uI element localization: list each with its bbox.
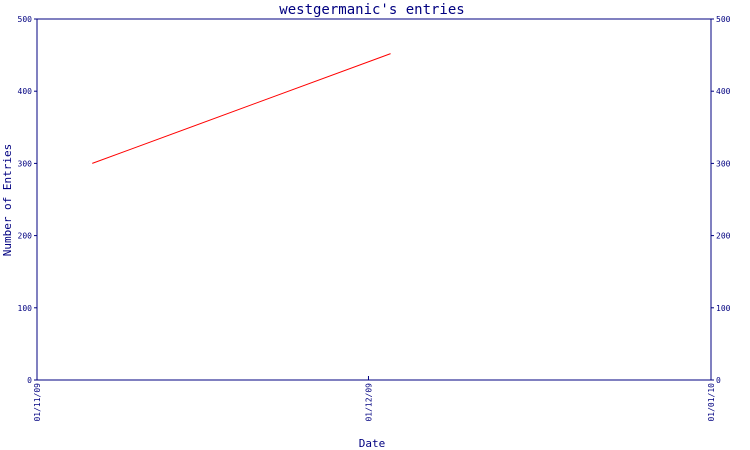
y-tick-label-left: 300 [18,159,33,168]
series-group [92,53,391,164]
series-line [92,53,391,164]
y-tick-label-right: 500 [716,15,731,24]
y-axis-right: 0 100 200 300 400 500 [711,15,731,385]
y-tick-label-left: 0 [27,376,32,385]
x-tick-label: 01/12/09 [364,383,373,422]
y-tick-label-left: 500 [18,15,33,24]
y-axis-label: Number of Entries [1,144,14,257]
y-tick-label-right: 100 [716,304,731,313]
plot-frame [36,18,712,381]
x-tick-label: 01/01/10 [707,383,716,422]
y-tick-label-right: 200 [716,232,731,241]
y-tick-label-left: 400 [18,87,33,96]
y-tick-label-right: 400 [716,87,731,96]
y-axis-left: 0 100 200 300 400 500 [18,15,37,385]
x-axis: 01/11/09 01/12/09 01/01/10 [33,376,716,422]
x-tick-label: 01/11/09 [33,383,42,422]
x-axis-label: Date [359,437,386,450]
y-tick-label-left: 100 [18,304,33,313]
y-tick-label-left: 200 [18,232,33,241]
y-tick-label-right: 0 [716,376,721,385]
y-tick-label-right: 300 [716,159,731,168]
chart-title: westgermanic's entries [279,2,464,18]
